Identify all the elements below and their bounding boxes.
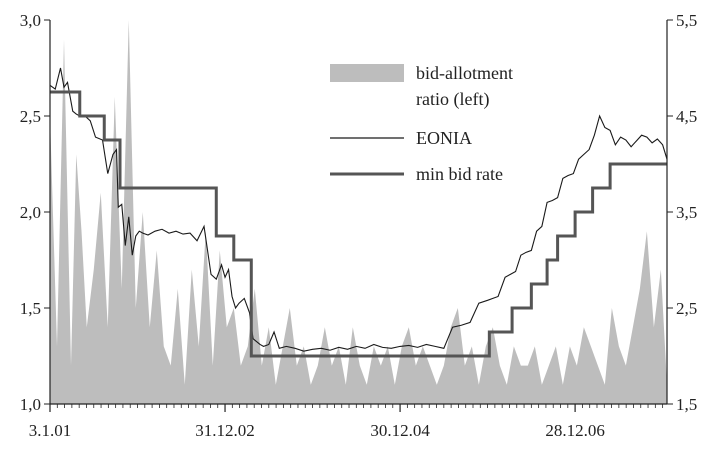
right-axis-tick-label: 4,5 bbox=[676, 107, 697, 126]
rate-lines-group bbox=[49, 67, 668, 358]
left-axis-tick-label: 2,0 bbox=[20, 203, 41, 222]
left-axis-tick-label: 3,0 bbox=[20, 11, 41, 30]
bid-allotment-area-group bbox=[50, 20, 667, 404]
left-axis-tick-label: 1,5 bbox=[20, 299, 41, 318]
series-line-min-bid-rate bbox=[50, 90, 667, 358]
series-line-eonia bbox=[49, 67, 668, 352]
x-axis-tick-label: 31.12.02 bbox=[195, 421, 255, 440]
series-area-bid-allotment bbox=[50, 20, 667, 404]
right-axis-tick-label: 2,5 bbox=[676, 299, 697, 318]
left-axis-tick-label: 1,0 bbox=[20, 395, 41, 414]
left-axis-tick-label: 2,5 bbox=[20, 107, 41, 126]
legend: bid-allotment ratio (left) EONIA min bid… bbox=[330, 63, 513, 184]
right-axis-tick-label: 5,5 bbox=[676, 11, 697, 30]
legend-label-bid-allotment: bid-allotment bbox=[416, 63, 513, 83]
legend-swatch-bid-allotment bbox=[330, 64, 404, 82]
axes-group: 1,0 1,5 2,0 2,5 3,0 1,5 2,5 3,5 4,5 5,5 3.1.01 31.1… bbox=[20, 11, 698, 440]
x-axis-tick-label: 28.12.06 bbox=[545, 421, 605, 440]
legend-label-bid-allotment-line2: ratio (left) bbox=[416, 89, 489, 110]
right-axis-tick-label: 1,5 bbox=[676, 395, 697, 414]
x-axis-tick-label: 30.12.04 bbox=[370, 421, 430, 440]
legend-label-min-bid: min bid rate bbox=[416, 164, 503, 184]
legend-label-eonia: EONIA bbox=[416, 128, 472, 148]
x-axis-tick-label: 3.1.01 bbox=[29, 421, 72, 440]
right-axis-tick-label: 3,5 bbox=[676, 203, 697, 222]
